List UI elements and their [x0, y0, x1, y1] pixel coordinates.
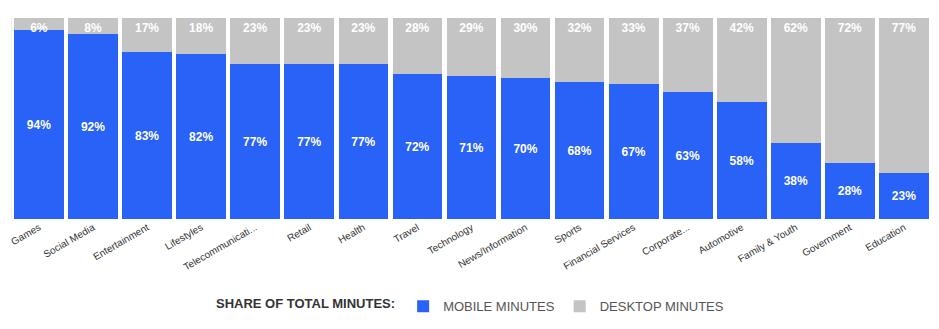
svg-text:82%: 82%	[189, 130, 213, 144]
svg-text:Education: Education	[863, 222, 907, 254]
svg-text:Financial Services: Financial Services	[561, 222, 637, 272]
svg-text:Family & Youth: Family & Youth	[736, 222, 799, 265]
svg-text:Social Media: Social Media	[41, 221, 96, 259]
svg-text:63%: 63%	[676, 149, 700, 163]
svg-text:23%: 23%	[243, 21, 267, 35]
svg-text:72%: 72%	[405, 140, 429, 154]
svg-text:MOBILE MINUTES: MOBILE MINUTES	[443, 299, 555, 314]
svg-text:28%: 28%	[838, 184, 862, 198]
svg-text:News/Information: News/Information	[456, 222, 529, 270]
svg-text:77%: 77%	[297, 135, 321, 149]
svg-text:Health: Health	[336, 222, 367, 246]
svg-text:70%: 70%	[513, 142, 537, 156]
svg-text:Technology: Technology	[426, 222, 475, 257]
svg-text:Automotive: Automotive	[696, 221, 745, 256]
svg-text:Corporate...: Corporate...	[640, 222, 691, 258]
svg-text:23%: 23%	[351, 21, 375, 35]
svg-text:Lifestyles: Lifestyles	[163, 222, 205, 252]
svg-text:94%: 94%	[27, 118, 51, 132]
svg-text:Telecommunicati...: Telecommunicati...	[182, 222, 259, 273]
svg-text:77%: 77%	[243, 135, 267, 149]
svg-text:8%: 8%	[84, 21, 102, 35]
svg-text:38%: 38%	[784, 174, 808, 188]
svg-text:18%: 18%	[189, 21, 213, 35]
svg-text:SHARE OF TOTAL MINUTES:: SHARE OF TOTAL MINUTES:	[216, 296, 395, 311]
svg-text:42%: 42%	[730, 21, 754, 35]
svg-text:37%: 37%	[676, 21, 700, 35]
svg-text:23%: 23%	[297, 21, 321, 35]
svg-text:72%: 72%	[838, 21, 862, 35]
svg-text:Sports: Sports	[553, 222, 584, 246]
svg-text:77%: 77%	[351, 135, 375, 149]
svg-text:Games: Games	[9, 222, 42, 248]
svg-text:68%: 68%	[567, 144, 591, 158]
svg-text:32%: 32%	[567, 21, 591, 35]
svg-text:77%: 77%	[892, 21, 916, 35]
svg-text:29%: 29%	[459, 21, 483, 35]
svg-text:33%: 33%	[622, 21, 646, 35]
svg-text:58%: 58%	[730, 154, 754, 168]
svg-text:28%: 28%	[405, 21, 429, 35]
svg-text:Retail: Retail	[285, 222, 313, 244]
svg-text:71%: 71%	[459, 141, 483, 155]
svg-text:Government: Government	[800, 221, 853, 258]
svg-text:17%: 17%	[135, 21, 159, 35]
svg-text:6%: 6%	[30, 21, 48, 35]
svg-text:92%: 92%	[81, 120, 105, 134]
svg-text:67%: 67%	[622, 145, 646, 159]
svg-text:DESKTOP MINUTES: DESKTOP MINUTES	[600, 299, 724, 314]
svg-text:23%: 23%	[892, 189, 916, 203]
svg-text:Travel: Travel	[392, 222, 421, 245]
svg-text:30%: 30%	[513, 21, 537, 35]
svg-text:83%: 83%	[135, 129, 159, 143]
svg-text:62%: 62%	[784, 21, 808, 35]
svg-text:Entertainment: Entertainment	[91, 221, 151, 262]
